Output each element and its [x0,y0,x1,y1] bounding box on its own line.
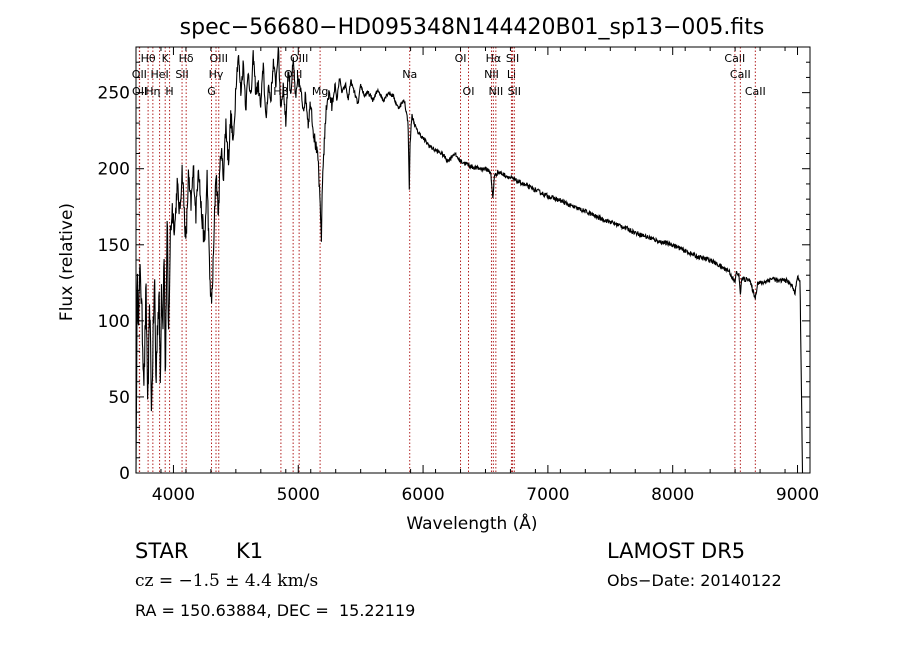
subclass: K1 [236,539,264,563]
line-marker-label-15: Mg [312,85,328,98]
spectrum-series [135,46,804,474]
line-marker-label-23: Li [507,68,516,81]
y-tick-label-5: 250 [98,84,130,104]
line-marker-label-20: NII [484,68,499,81]
y-tick-label-2: 100 [98,312,130,332]
line-marker-label-14: Hβ [273,85,288,98]
line-marker-label-17: OI [455,52,467,65]
line-marker-label-21: NII [488,85,503,98]
y-axis-label: Flux (relative) [57,203,77,321]
line-marker-label-9: OIII [210,52,228,65]
x-axis-label: Wavelength (Å) [406,512,537,534]
line-marker-label-0: Hθ [141,52,156,65]
chart-title: spec−56680−HD095348N144420B01_sp13−005.f… [180,15,765,40]
line-marker-label-19: Hα [486,52,502,65]
line-marker-label-3: K [162,52,170,65]
redshift-velocity: cz = −1.5 ± 4.4 km/s [135,571,319,591]
line-marker-label-5: Hη [145,85,160,98]
line-marker-label-22: SII [506,52,519,65]
line-marker-label-10: Hγ [209,68,224,81]
y-tick-label-4: 200 [98,160,130,180]
x-tick-label-4: 8000 [651,485,694,505]
y-tick-label-1: 50 [108,388,130,408]
line-marker-label-7: SII [175,68,188,81]
x-tick-label-1: 5000 [277,485,320,505]
x-tick-label-2: 6000 [401,485,444,505]
line-marker-label-6: H [165,85,173,98]
y-tick-label-3: 150 [98,236,130,256]
survey-name: LAMOST DR5 [607,539,746,563]
coordinates: RA = 150.63884, DEC = 15.22119 [135,601,416,620]
x-tick-label-3: 7000 [526,485,569,505]
line-marker-label-11: G [207,85,216,98]
x-tick-label-0: 4000 [152,485,195,505]
object-class: STAR [135,539,189,563]
line-marker-label-27: CaII [745,85,766,98]
line-marker-label-25: CaII [724,52,745,65]
observation-date: Obs−Date: 20140122 [607,571,782,590]
line-marker-label-18: OI [463,85,475,98]
line-marker-label-26: CaII [730,68,751,81]
y-tick-label-0: 0 [119,464,130,484]
line-marker-label-12: OIII [290,52,308,65]
line-marker-label-24: SII [508,85,521,98]
line-marker-label-4: HeI [150,68,168,81]
line-marker-label-16: Na [402,68,417,81]
line-marker-label-8: Hδ [179,52,194,65]
x-tick-label-5: 9000 [776,485,819,505]
